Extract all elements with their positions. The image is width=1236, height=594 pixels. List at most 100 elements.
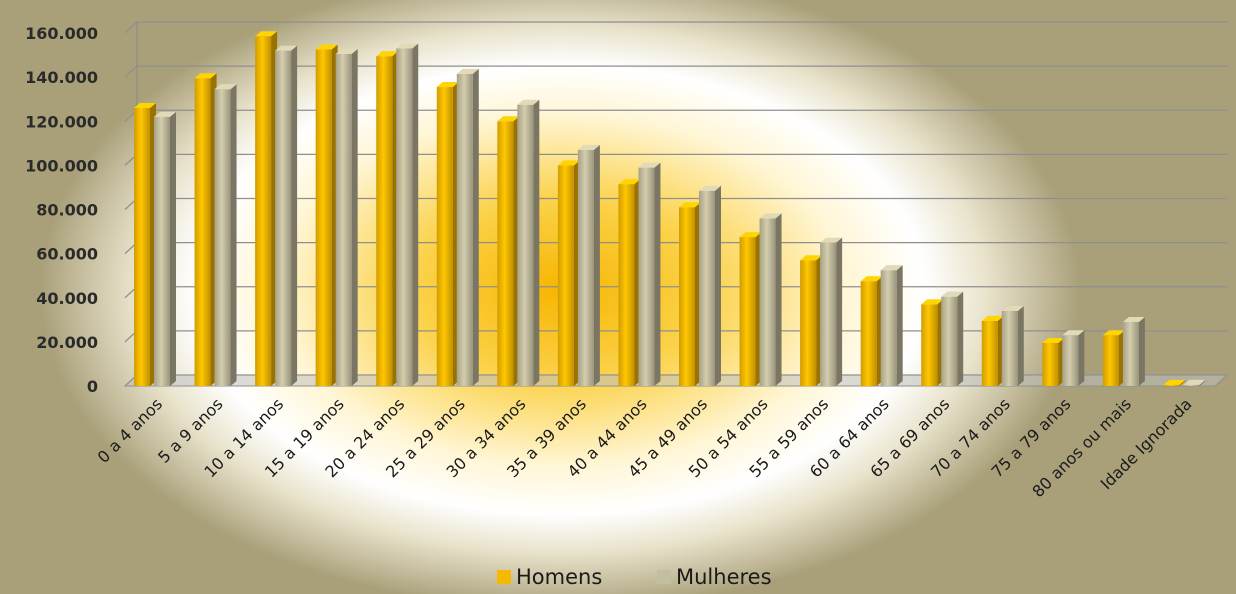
bar-side-mulheres	[1199, 379, 1206, 386]
bar-top-mulheres	[941, 291, 964, 297]
legend-swatch-homens	[497, 570, 511, 584]
bar-top-mulheres	[1183, 379, 1206, 385]
bar-side-mulheres	[654, 162, 661, 386]
bar-top-mulheres	[335, 48, 358, 54]
bar-side-mulheres	[291, 45, 298, 387]
bar-top-mulheres	[638, 162, 661, 168]
bar-homens	[1042, 342, 1059, 386]
bar-homens	[255, 36, 272, 386]
bar-top-homens	[981, 315, 1004, 321]
bar-side-mulheres	[896, 265, 903, 386]
bar-mulheres	[577, 149, 594, 386]
y-tick-label: 60.000	[36, 245, 98, 264]
bar-top-mulheres	[759, 213, 782, 219]
bar-top-homens	[194, 73, 217, 79]
bar-mulheres	[456, 73, 473, 387]
bar-homens	[497, 121, 514, 386]
bar-top-homens	[739, 232, 762, 238]
bar-mulheres	[880, 270, 897, 386]
bar-mulheres	[154, 116, 170, 387]
bar-mulheres	[214, 89, 231, 387]
bar-top-homens	[1102, 330, 1125, 336]
y-tick-label: 100.000	[25, 156, 98, 175]
bar-top-homens	[255, 31, 278, 37]
bar-homens	[981, 320, 998, 386]
bar-side-mulheres	[533, 99, 540, 386]
bar-homens	[194, 78, 211, 387]
y-tick-label: 160.000	[25, 24, 98, 43]
bar-homens	[557, 165, 574, 386]
bar-top-homens	[436, 82, 459, 88]
bar-side-mulheres	[715, 185, 721, 386]
bar-side-mulheres	[593, 144, 600, 386]
bar-side-mulheres	[1138, 317, 1145, 386]
legend-label-homens: Homens	[516, 565, 602, 589]
y-tick-label: 80.000	[36, 201, 98, 220]
y-tick-label: 120.000	[25, 112, 98, 131]
bar-mulheres	[517, 104, 534, 386]
bar-top-mulheres	[1001, 305, 1024, 311]
bar-top-homens	[1163, 379, 1186, 385]
y-tick-label: 40.000	[36, 289, 98, 308]
grid-diag-8	[124, 21, 138, 34]
bar-side-mulheres	[472, 68, 479, 387]
bar-top-mulheres	[275, 45, 298, 51]
bar-mulheres	[820, 242, 837, 386]
bar-mulheres	[699, 190, 715, 386]
bar-side-mulheres	[351, 48, 358, 386]
y-tick-label: 20.000	[36, 333, 98, 352]
legend-swatch-mulheres	[657, 570, 671, 584]
bar-side-homens	[1179, 379, 1186, 386]
x-tick-label: 0 a 4 anos	[94, 394, 166, 466]
bar-homens	[1102, 335, 1119, 386]
bar-side-mulheres	[412, 43, 419, 386]
bar-mulheres	[335, 53, 352, 386]
bar-homens	[134, 108, 150, 386]
bar-top-mulheres	[456, 68, 479, 74]
bar-top-mulheres	[396, 43, 419, 49]
bar-homens	[679, 207, 695, 386]
bar-top-mulheres	[577, 144, 600, 150]
bar-side-mulheres	[170, 111, 176, 387]
bar-top-homens	[497, 116, 520, 122]
bar-homens	[376, 56, 393, 387]
bar-homens	[618, 184, 635, 386]
bar-homens	[1163, 384, 1180, 386]
bar-top-mulheres	[154, 111, 176, 117]
bar-side-mulheres	[957, 291, 964, 386]
bar-top-mulheres	[1122, 317, 1145, 323]
y-tick-label: 140.000	[25, 68, 98, 87]
bar-mulheres	[396, 48, 413, 386]
bar-top-mulheres	[214, 84, 237, 90]
bar-top-mulheres	[1062, 330, 1085, 336]
bar-top-mulheres	[699, 185, 721, 191]
bar-mulheres	[638, 167, 655, 386]
grid-diag-7	[124, 65, 138, 78]
bar-side-mulheres	[836, 237, 843, 386]
y-tick-label: 0	[87, 377, 98, 396]
bar-side-mulheres	[1017, 305, 1024, 386]
bar-top-homens	[800, 255, 823, 261]
bar-mulheres	[941, 296, 958, 386]
bar-mulheres	[759, 218, 776, 386]
bar-top-homens	[860, 276, 883, 282]
bar-homens	[921, 304, 938, 386]
bar-top-homens	[679, 202, 701, 208]
bar-top-homens	[376, 51, 399, 57]
bar-top-mulheres	[517, 99, 540, 105]
bar-top-mulheres	[820, 237, 843, 243]
bar-mulheres	[1001, 310, 1018, 386]
legend-label-mulheres: Mulheres	[676, 565, 772, 589]
bar-top-homens	[921, 299, 944, 305]
bar-side-mulheres	[775, 213, 782, 386]
bar-side-mulheres	[230, 84, 237, 387]
bar-top-homens	[557, 160, 580, 166]
bar-homens	[860, 281, 877, 386]
bar-homens	[800, 260, 817, 386]
bar-mulheres	[1122, 322, 1139, 386]
bar-top-homens	[1042, 337, 1065, 343]
bar-top-homens	[618, 179, 641, 185]
bar-mulheres	[1062, 335, 1079, 386]
